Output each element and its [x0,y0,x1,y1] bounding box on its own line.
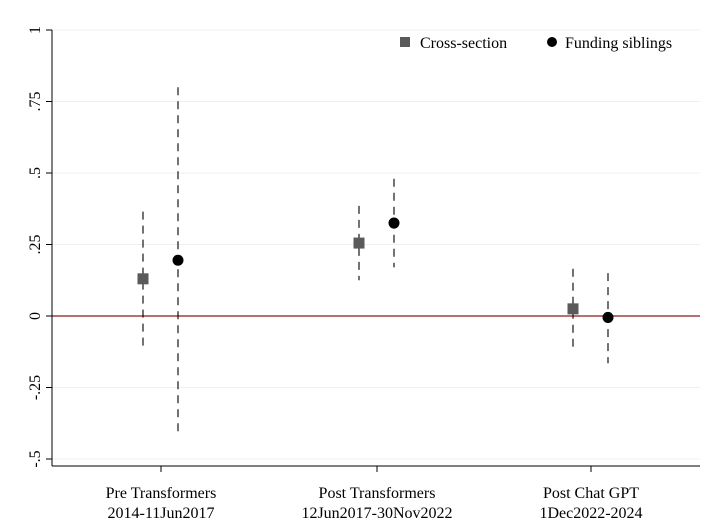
y-tick-label: -.25 [27,375,44,400]
point-funding-siblings [602,311,614,323]
legend: Cross-section Funding siblings [400,35,672,52]
x-tick-label-line1: Post Transformers [319,485,436,502]
axes [51,30,700,467]
x-tick-label-line1: Pre Transformers [106,485,217,502]
legend-label-funding-siblings: Funding siblings [565,35,672,52]
y-tick-label: .75 [27,92,44,112]
legend-marker-funding-siblings [547,37,557,47]
point-cross-section [137,273,149,285]
y-tick-label: .5 [27,167,44,179]
point-funding-siblings [172,254,184,266]
point-funding-siblings [388,217,400,229]
plot-marks [137,87,614,434]
y-tick-label: .25 [27,235,44,255]
x-tick-label-line1: Post Chat GPT [543,485,639,502]
point-cross-section [567,303,579,315]
point-cross-section [353,237,365,249]
x-axis-ticks: Pre Transformers 2014-11Jun2017 Post Trans… [106,466,643,522]
y-tick-label: 1 [27,26,44,34]
y-tick-label: -.5 [27,450,44,467]
legend-label-cross-section: Cross-section [420,35,507,52]
grid-lines [52,29,700,460]
legend-marker-cross-section [400,37,410,47]
y-tick-label: 0 [27,312,44,320]
x-tick-label-line2: 2014-11Jun2017 [108,505,215,522]
x-tick-label-line2: 12Jun2017-30Nov2022 [301,505,452,522]
x-tick-label-line2: 1Dec2022-2024 [539,505,642,522]
y-axis-ticks: -.5 -.25 0 .25 .5 .75 1 [27,26,52,468]
